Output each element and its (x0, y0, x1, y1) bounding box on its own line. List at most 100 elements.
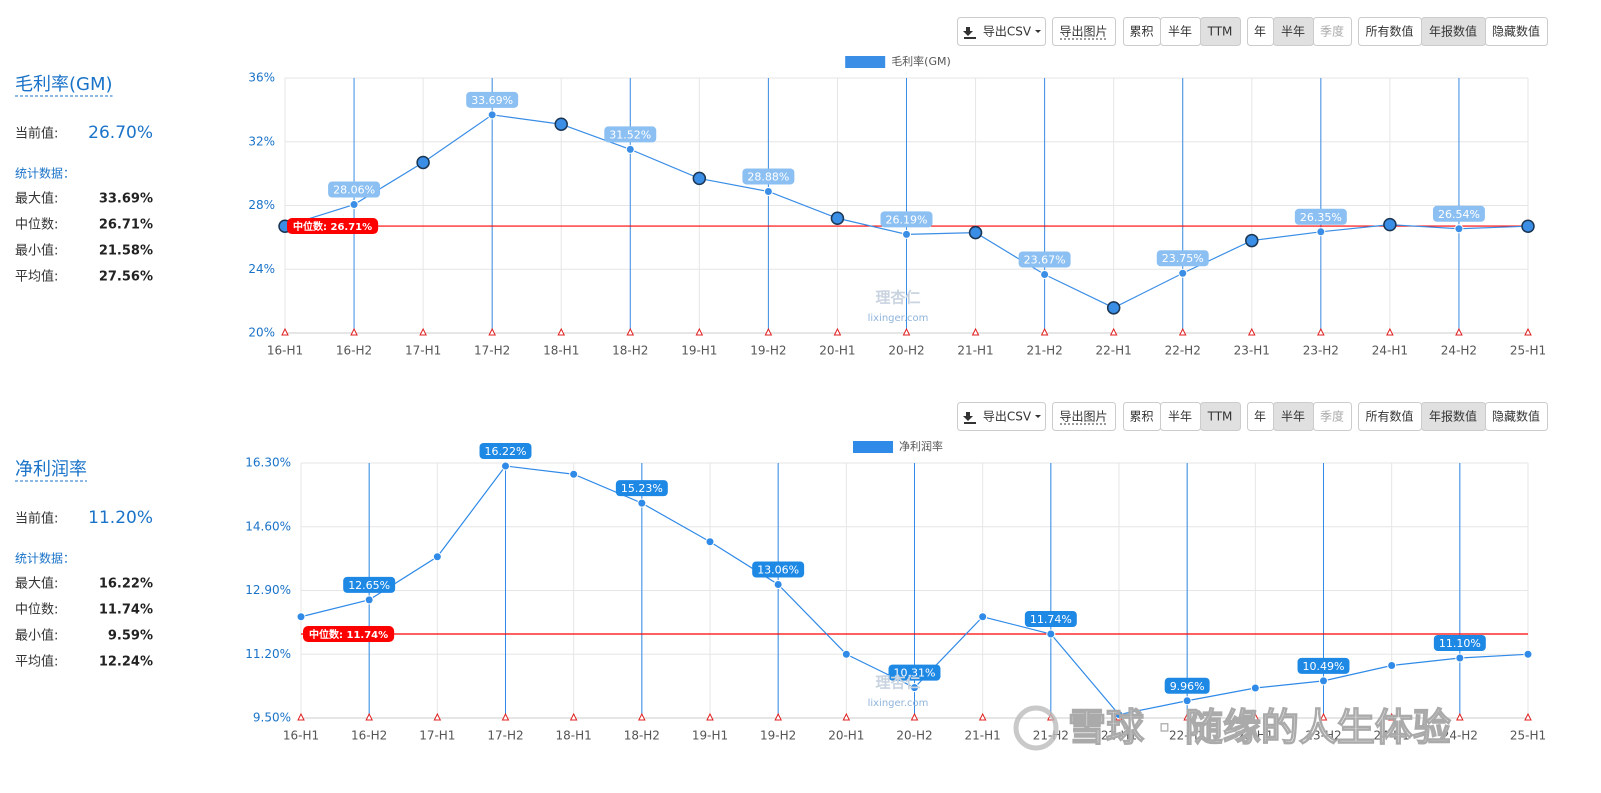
toolbar-button-label[interactable]: 所有数值 (1365, 24, 1413, 39)
data-point (569, 469, 579, 479)
axis-triangle (1247, 327, 1256, 336)
toolbar-button-label[interactable]: 导出图片 (1059, 410, 1107, 424)
y-tick-label: 12.90% (245, 583, 291, 597)
data-label: 23.75% (1162, 252, 1204, 265)
x-tick-label: 21-H2 (1033, 729, 1069, 743)
data-point (910, 683, 919, 693)
axis-triangle (557, 327, 566, 336)
toolbar-button-label[interactable]: 年报数值 (1429, 409, 1477, 424)
x-tick-label: 19-H2 (760, 729, 796, 743)
axis-triangle (350, 327, 358, 336)
data-label-box (604, 126, 657, 143)
current-value: 26.70% (88, 123, 153, 143)
x-tick-label: 17-H2 (487, 729, 523, 743)
data-label-box (1433, 635, 1486, 651)
median-label-box (287, 218, 379, 235)
toolbar-button-label[interactable]: 年 (1254, 25, 1266, 39)
axis-triangle (910, 712, 919, 721)
toolbar-button[interactable] (1485, 402, 1548, 431)
data-point (1182, 696, 1192, 706)
toolbar-button-label[interactable]: 年报数值 (1429, 24, 1477, 39)
current-label: 当前值: (15, 126, 58, 142)
y-tick-label: 9.50% (253, 711, 291, 725)
data-label: 10.31% (894, 667, 936, 680)
toolbar-button-label[interactable]: 所有数值 (1365, 409, 1413, 424)
toolbar-button-label[interactable]: TTM (1207, 410, 1233, 424)
x-tick-label: 21-H2 (1026, 344, 1062, 358)
current-label: 当前值: (15, 511, 58, 527)
data-label-box (1297, 657, 1350, 674)
watermark-author: 雪球 · 随缘的人生体验 (1068, 706, 1451, 750)
stats-title: 统计数据： (15, 166, 75, 181)
stat-label: 最大值: (15, 576, 58, 592)
toolbar-button-label[interactable]: TTM (1207, 25, 1233, 39)
data-label: 11.74% (1030, 613, 1072, 626)
toolbar-button-label[interactable]: 半年 (1168, 410, 1192, 424)
data-label: 28.06% (333, 184, 375, 197)
toolbar-button[interactable] (1313, 17, 1352, 46)
data-label: 26.35% (1300, 211, 1342, 224)
toolbar-button-label[interactable]: 季度 (1320, 24, 1344, 39)
toolbar-button-label[interactable]: 半年 (1281, 25, 1305, 39)
x-tick-label: 19-H1 (692, 729, 728, 743)
axis-triangle (1251, 712, 1260, 721)
toolbar-button[interactable] (957, 402, 1046, 431)
toolbar-button-label[interactable]: 累积 (1129, 410, 1153, 424)
axis-triangle (1387, 712, 1396, 721)
y-tick-label: 24% (248, 262, 275, 276)
y-tick-label: 16.30% (245, 456, 291, 470)
axis-triangle (971, 327, 980, 336)
panel-title: 毛利率(GM) (15, 74, 113, 95)
data-point (773, 580, 783, 589)
watermark-logo (1013, 705, 1059, 751)
toolbar-button[interactable] (1200, 402, 1241, 431)
stat-value: 33.69% (99, 192, 153, 207)
data-label: 12.65% (348, 579, 390, 592)
axis-triangle (1040, 327, 1049, 336)
x-tick-label: 17-H1 (405, 344, 441, 358)
toolbar-button[interactable] (1313, 402, 1352, 431)
toolbar-button-label[interactable]: 导出图片 (1059, 25, 1107, 39)
data-point (1319, 676, 1328, 686)
data-point (841, 649, 851, 659)
toolbar-button[interactable] (1200, 17, 1241, 46)
data-point (1316, 227, 1326, 237)
toolbar-button-label[interactable]: 半年 (1168, 25, 1192, 39)
axis-triangle (1317, 327, 1325, 336)
x-tick-label: 24-H1 (1372, 344, 1408, 358)
x-tick-label: 16-H2 (351, 729, 387, 743)
stat-label: 平均值: (15, 654, 58, 670)
data-label: 10.49% (1303, 660, 1345, 673)
caret (1035, 415, 1041, 418)
toolbar-button-label[interactable]: 季度 (1320, 409, 1344, 424)
toolbar-button[interactable] (1485, 17, 1548, 46)
legend-label: 净利润率 (899, 439, 943, 453)
data-label: 16.22% (485, 445, 527, 458)
toolbar-button-label[interactable]: 隐藏数值 (1492, 409, 1540, 424)
data-label: 15.23% (621, 482, 663, 495)
data-point (1040, 270, 1050, 280)
data-point (830, 211, 845, 225)
data-point (554, 117, 568, 131)
toolbar-button-label[interactable]: 导出CSV (983, 410, 1032, 424)
data-point (1250, 683, 1260, 693)
data-point (978, 612, 988, 622)
toolbar-button-label[interactable]: 半年 (1281, 410, 1305, 424)
axis-triangle (978, 712, 987, 721)
x-tick-label: 21-H1 (965, 729, 1001, 743)
axis-triangle (842, 712, 851, 721)
toolbar-button[interactable] (957, 17, 1046, 46)
toolbar-button-label[interactable]: 年 (1254, 410, 1266, 424)
axis-triangle (706, 712, 714, 721)
toolbar-button-label[interactable]: 隐藏数值 (1492, 24, 1540, 39)
data-label-box (1156, 250, 1209, 267)
data-label-box (1024, 611, 1077, 627)
toolbar-button-label[interactable]: 累积 (1129, 25, 1153, 39)
data-label: 23.67% (1024, 254, 1066, 267)
x-tick-label: 19-H2 (750, 344, 786, 358)
data-label-box (888, 664, 941, 681)
x-tick-label: 23-H2 (1305, 729, 1341, 743)
toolbar-button-label[interactable]: 导出CSV (983, 25, 1032, 39)
data-point (1114, 710, 1124, 720)
data-point (487, 110, 497, 120)
